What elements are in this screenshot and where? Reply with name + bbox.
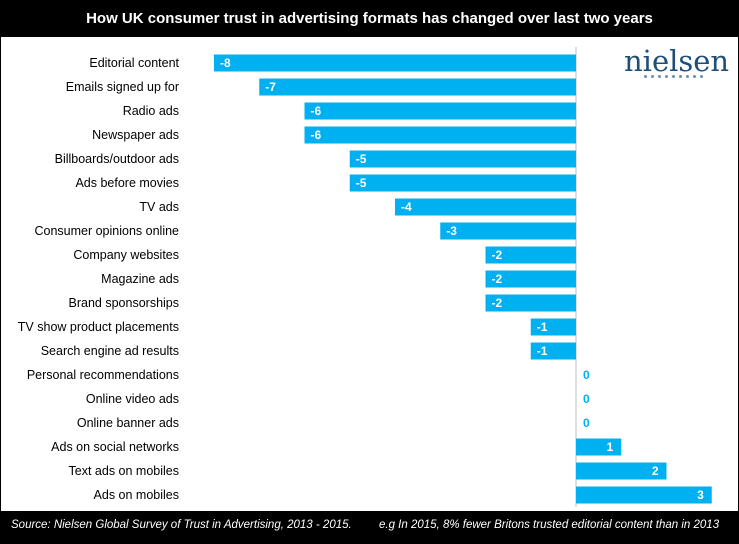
- category-label: Newspaper ads: [92, 128, 179, 142]
- data-label: -8: [220, 56, 231, 70]
- bar: [530, 342, 576, 360]
- data-label: -1: [537, 320, 548, 334]
- bar: [485, 294, 576, 312]
- bar: [576, 438, 622, 456]
- chart-footer: Source: Nielsen Global Survey of Trust i…: [1, 511, 738, 543]
- bar-chart: Editorial content -8 Emails signed up for -…: [18, 47, 712, 507]
- bar: [349, 174, 576, 192]
- data-label: -7: [265, 80, 276, 94]
- category-label: Billboards/outdoor ads: [55, 152, 179, 166]
- category-label: Emails signed up for: [66, 80, 179, 94]
- category-label: Ads on mobiles: [94, 488, 179, 502]
- bar: [395, 198, 576, 216]
- bar: [304, 126, 576, 144]
- nielsen-logo: nielsen: [624, 44, 730, 85]
- bar: [349, 150, 576, 168]
- bar: [440, 222, 576, 240]
- data-label: -2: [492, 272, 503, 286]
- category-label: Magazine ads: [101, 272, 179, 286]
- data-label: -5: [356, 152, 367, 166]
- source-note: Source: Nielsen Global Survey of Trust i…: [11, 519, 352, 531]
- data-label: -2: [492, 296, 503, 310]
- bar: [485, 270, 576, 288]
- nielsen-logo-dots: [644, 75, 724, 78]
- data-label: -2: [492, 248, 503, 262]
- data-label: 2: [652, 464, 659, 478]
- category-label: Radio ads: [123, 104, 179, 118]
- category-label: Consumer opinions online: [34, 224, 179, 238]
- data-label: -6: [311, 128, 322, 142]
- bar: [576, 486, 712, 504]
- example-note: e.g In 2015, 8% fewer Britons trusted ed…: [379, 519, 720, 531]
- category-label: TV ads: [139, 200, 179, 214]
- bar: [485, 246, 576, 264]
- bar: [304, 102, 576, 120]
- bar: [214, 54, 576, 72]
- category-label: Text ads on mobiles: [69, 464, 179, 478]
- category-label: Brand sponsorships: [69, 296, 179, 310]
- nielsen-logo-wordmark: nielsen: [624, 44, 730, 78]
- category-label: Online video ads: [86, 392, 179, 406]
- data-label: -3: [446, 224, 457, 238]
- category-label: Ads on social networks: [51, 440, 179, 454]
- category-label: Editorial content: [89, 56, 179, 70]
- category-label: TV show product placements: [18, 320, 179, 334]
- chart-title: How UK consumer trust in advertising for…: [1, 1, 738, 37]
- category-label: Ads before movies: [75, 176, 179, 190]
- category-label: Personal recommendations: [27, 368, 179, 382]
- data-label: 3: [697, 488, 704, 502]
- data-label: 1: [607, 440, 614, 454]
- data-label: 0: [583, 416, 590, 430]
- data-label: 0: [583, 368, 590, 382]
- category-label: Online banner ads: [77, 416, 179, 430]
- data-label: 0: [583, 392, 590, 406]
- data-label: -1: [537, 344, 548, 358]
- category-label: Search engine ad results: [41, 344, 179, 358]
- data-label: -5: [356, 176, 367, 190]
- bar: [530, 318, 576, 336]
- category-label: Company websites: [73, 248, 179, 262]
- bar: [259, 78, 576, 96]
- data-label: -4: [401, 200, 412, 214]
- data-label: -6: [311, 104, 322, 118]
- bar: [576, 462, 667, 480]
